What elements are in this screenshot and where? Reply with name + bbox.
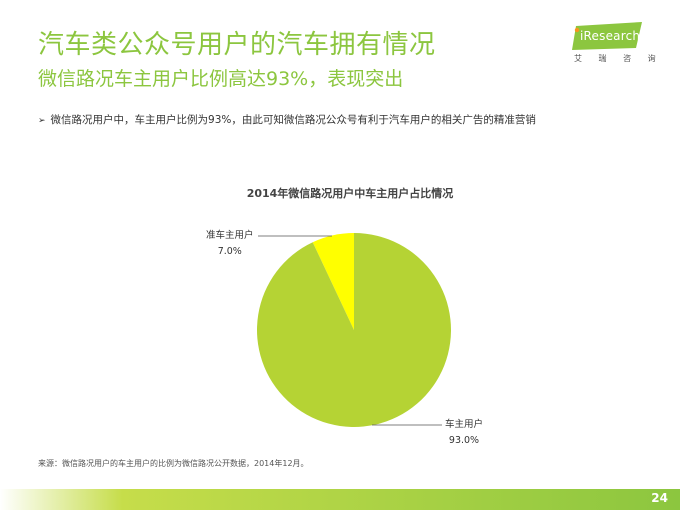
pie-slice-owner — [257, 233, 452, 428]
logo-subtext: 艾 瑞 咨 询 — [574, 54, 663, 63]
slice-label-prospective: 准车主用户 7.0% — [206, 227, 254, 257]
bullet-text: 微信路况用户中，车主用户比例为93%，由此可知微信路况公众号有利于汽车用户的相关… — [50, 114, 536, 126]
slice-label-owner: 车主用户 93.0% — [445, 416, 483, 446]
bullet-point: ➢ 微信路况用户中，车主用户比例为93%，由此可知微信路况公众号有利于汽车用户的相… — [38, 112, 536, 127]
source-note: 来源：微信路况用户的车主用户的比例为微信路况公开数据，2014年12月。 — [38, 459, 309, 468]
slice-name-prospective: 准车主用户 — [206, 230, 254, 241]
page-number: 24 — [651, 491, 668, 505]
slice-value-prospective: 7.0% — [217, 246, 242, 257]
logo-banner-icon — [572, 22, 642, 50]
page-subtitle: 微信路况车主用户比例高达93%，表现突出 — [38, 68, 404, 90]
slice-name-owner: 车主用户 — [445, 419, 484, 430]
bullet-arrow-icon: ➢ — [38, 116, 46, 126]
slice-value-owner: 93.0% — [448, 435, 480, 446]
iresearch-logo: iResearch 艾 瑞 咨 询 — [570, 22, 656, 66]
pie-slice-prospective — [312, 233, 354, 330]
logo-brand-text: iResearch — [580, 29, 641, 43]
page-title: 汽车类公众号用户的汽车拥有情况 — [38, 30, 436, 60]
footer-bar — [0, 489, 680, 510]
chart-title: 2014年微信路况用户中车主用户占比情况 — [246, 187, 454, 200]
